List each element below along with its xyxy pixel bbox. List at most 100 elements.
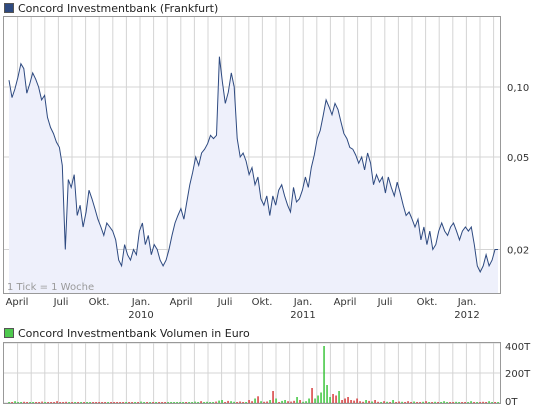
volume-bar — [368, 400, 370, 403]
volume-bar — [74, 402, 76, 403]
volume-bar — [248, 400, 250, 403]
volume-bar — [227, 400, 229, 403]
volume-bar — [80, 402, 82, 403]
volume-bar — [494, 402, 496, 403]
volume-bar — [257, 396, 259, 404]
price-y-tick-label: 0,02 — [507, 246, 529, 257]
volume-bar — [188, 402, 190, 403]
volume-bar — [113, 402, 115, 403]
volume-bar — [62, 402, 64, 403]
volume-bar — [53, 402, 55, 403]
volume-legend-swatch — [4, 328, 14, 338]
volume-bar — [182, 402, 184, 403]
volume-bar — [17, 402, 19, 403]
volume-bar — [83, 402, 85, 403]
volume-bar — [92, 402, 94, 403]
volume-bar — [38, 402, 40, 403]
volume-bar — [464, 402, 466, 403]
price-chart: 0,10 0,05 0,02 April Juli Okt. Jan. April Juli O… — [3, 16, 529, 321]
volume-bar — [107, 402, 109, 403]
price-x-month-label: Okt. — [417, 297, 438, 308]
volume-y-axis-labels: 400T 200T 0T — [505, 342, 531, 408]
volume-bar — [20, 402, 22, 403]
volume-bar — [338, 391, 340, 403]
volume-bar — [212, 402, 214, 403]
price-line — [8, 56, 498, 274]
volume-bars — [8, 346, 499, 404]
volume-bar — [374, 400, 376, 403]
volume-bar — [176, 402, 178, 403]
volume-bar — [290, 401, 292, 403]
volume-bar — [311, 388, 313, 403]
volume-bar — [404, 402, 406, 403]
volume-bar — [254, 398, 256, 403]
price-legend-swatch — [4, 3, 14, 13]
volume-bar — [218, 400, 220, 403]
price-x-month-label: Juli — [53, 297, 69, 308]
volume-bar — [116, 402, 118, 403]
volume-bar — [353, 400, 355, 403]
volume-bar — [272, 391, 274, 403]
volume-bar — [134, 402, 136, 403]
volume-bar — [119, 402, 121, 403]
volume-bar — [242, 402, 244, 403]
price-x-month-label: Okt. — [89, 297, 110, 308]
volume-y-tick-label: 0T — [505, 397, 518, 408]
volume-bar — [461, 402, 463, 403]
volume-bar — [44, 402, 46, 403]
volume-bar — [326, 385, 328, 403]
volume-bar — [401, 401, 403, 403]
volume-bar — [485, 402, 487, 403]
volume-bar — [281, 400, 283, 403]
volume-bar — [200, 401, 202, 403]
price-x-year-label: 2011 — [290, 310, 315, 321]
price-x-month-label: Jan. — [457, 297, 477, 308]
volume-bar — [476, 402, 478, 403]
volume-bar — [71, 402, 73, 403]
volume-bar — [488, 401, 490, 403]
volume-bar — [56, 401, 58, 403]
volume-bar — [482, 401, 484, 403]
volume-bar — [77, 402, 79, 403]
volume-bar — [110, 402, 112, 403]
volume-bar — [308, 398, 310, 403]
volume-bar — [323, 346, 325, 403]
volume-bar — [386, 401, 388, 403]
volume-bar — [68, 402, 70, 403]
volume-bar — [86, 402, 88, 403]
volume-bar — [410, 402, 412, 403]
volume-bar — [443, 401, 445, 403]
volume-bar — [50, 402, 52, 403]
volume-bar — [26, 402, 28, 403]
volume-bar — [8, 402, 10, 403]
volume-bar — [416, 402, 418, 403]
volume-bar — [167, 402, 169, 403]
volume-bar — [191, 402, 193, 403]
volume-bar — [215, 401, 217, 403]
volume-bar — [434, 401, 436, 403]
volume-bar — [131, 402, 133, 403]
volume-bar — [230, 401, 232, 403]
volume-bar — [275, 398, 277, 403]
volume-bar — [158, 402, 160, 403]
volume-bar — [413, 401, 415, 403]
volume-bar — [293, 400, 295, 404]
volume-legend: Concord Investmentbank Volumen in Euro — [4, 327, 250, 340]
volume-bar — [431, 402, 433, 403]
volume-y-tick-label: 200T — [505, 369, 531, 380]
volume-bar — [467, 402, 469, 403]
volume-bar — [419, 402, 421, 403]
volume-bar — [194, 401, 196, 403]
volume-bar — [287, 401, 289, 403]
price-x-month-label: Jan. — [293, 297, 313, 308]
volume-bar — [197, 402, 199, 403]
volume-bar — [266, 401, 268, 403]
volume-bar — [170, 402, 172, 403]
volume-bar — [128, 402, 130, 403]
volume-bar — [173, 402, 175, 403]
volume-bar — [350, 400, 352, 403]
volume-bar — [122, 402, 124, 403]
volume-bar — [206, 401, 208, 403]
volume-bar — [383, 401, 385, 403]
volume-bar — [356, 398, 358, 403]
